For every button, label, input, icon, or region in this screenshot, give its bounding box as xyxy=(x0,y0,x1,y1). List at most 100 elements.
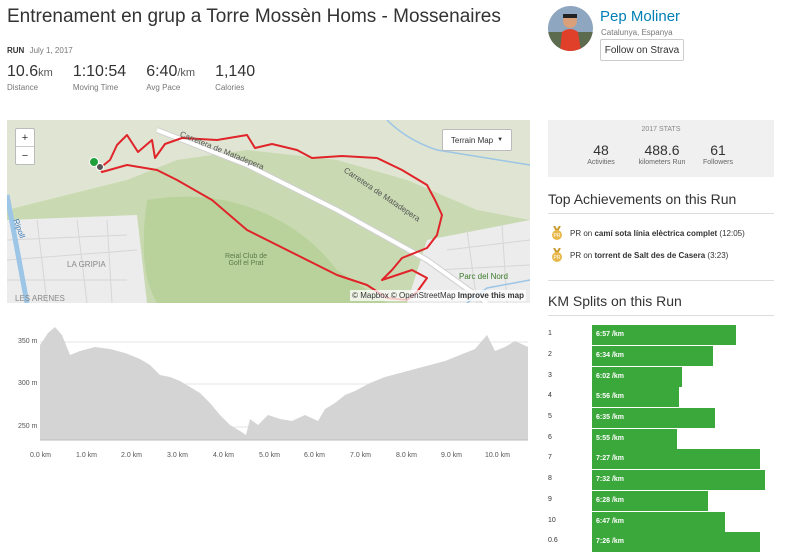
stat-avg-pace: 6:40/km Avg Pace xyxy=(146,63,195,92)
split-pace: 6:28 /km xyxy=(596,497,625,504)
x-axis-label: 9.0 km xyxy=(441,452,463,459)
pr-medal-icon: PR xyxy=(552,248,562,262)
caret-down-icon: ▼ xyxy=(497,137,504,143)
divider xyxy=(548,315,774,316)
attribution-mapbox[interactable]: © Mapbox xyxy=(352,291,389,300)
athlete-location: Catalunya, Espanya xyxy=(601,28,673,37)
activity-type: RUN xyxy=(7,46,25,55)
elevation-profile[interactable]: 350 m 300 m 250 m 0.0 km 1.0 km 2.0 km 3… xyxy=(0,315,535,465)
y-axis-label: 250 m xyxy=(18,423,38,430)
split-pace: 6:35 /km xyxy=(596,414,625,421)
split-km: 3 xyxy=(548,372,552,379)
split-bar xyxy=(592,470,765,490)
achievement-item[interactable]: PR PR on torrent de Salt des de Casera (… xyxy=(550,248,728,262)
stat-value: 6:40 xyxy=(146,63,178,80)
stat-distance: 10.6km Distance xyxy=(7,63,53,92)
y-axis-label: 300 m xyxy=(18,380,38,387)
map-golf-label: Reial Club de Golf el Prat xyxy=(224,253,268,267)
split-row: 10 6:47 /km xyxy=(548,512,778,532)
achievement-segment[interactable]: torrent de Salt des de Casera xyxy=(594,250,706,260)
stat-label: Distance xyxy=(7,83,39,92)
split-km: 1 xyxy=(548,330,552,337)
pr-medal-icon: PR xyxy=(552,226,562,240)
split-pace: 7:32 /km xyxy=(596,476,625,483)
divider xyxy=(548,213,774,214)
x-axis-label: 5.0 km xyxy=(259,452,281,459)
split-row: 6 5:55 /km xyxy=(548,429,778,449)
route-map[interactable]: Carretera de Matadepera Carretera de Mat… xyxy=(7,120,530,303)
split-bar xyxy=(592,449,760,469)
year-stat-label: Activities xyxy=(587,159,615,166)
route-start-marker xyxy=(89,157,99,167)
map-zoom-control: + − xyxy=(15,128,35,165)
stat-value: 1,140 xyxy=(215,63,256,80)
stat-value: 1:10:54 xyxy=(72,63,127,80)
split-pace: 7:27 /km xyxy=(596,455,625,462)
year-stats-title: 2017 STATS xyxy=(641,126,681,133)
svg-text:PR: PR xyxy=(554,233,561,239)
split-bar xyxy=(592,532,760,552)
split-km: 4 xyxy=(548,392,552,399)
split-bar xyxy=(592,387,679,407)
split-row: 0.6 7:26 /km xyxy=(548,532,778,552)
x-axis-label: 4.0 km xyxy=(213,452,235,459)
split-km: 10 xyxy=(548,517,556,524)
split-bar xyxy=(592,367,682,387)
year-stat-kilometers: 488.6 kilometers Run xyxy=(632,142,692,166)
x-axis-label: 1.0 km xyxy=(76,452,98,459)
x-axis-label: 3.0 km xyxy=(167,452,189,459)
split-km: 2 xyxy=(548,351,552,358)
split-km: 6 xyxy=(548,434,552,441)
zoom-in-button[interactable]: + xyxy=(21,131,29,144)
elevation-area xyxy=(40,327,528,440)
athlete-name[interactable]: Pep Moliner xyxy=(600,8,681,25)
achievement-segment[interactable]: camí sota línia elèctrica complet xyxy=(594,228,718,238)
elevation-chart xyxy=(40,327,528,441)
x-axis-label: 10.0 km xyxy=(485,452,510,459)
split-km: 7 xyxy=(548,454,552,461)
year-stat-label: Followers xyxy=(703,159,733,166)
split-km: 5 xyxy=(548,413,552,420)
follow-button[interactable]: Follow on Strava xyxy=(600,39,684,61)
stat-label: Calories xyxy=(215,83,245,92)
year-stat-value: 61 xyxy=(710,142,726,158)
split-pace: 6:02 /km xyxy=(596,373,625,380)
split-bar xyxy=(592,325,736,345)
x-axis-label: 7.0 km xyxy=(350,452,372,459)
split-bar xyxy=(592,346,713,366)
stat-unit: /km xyxy=(177,67,196,79)
achievement-prefix: PR on xyxy=(570,250,593,260)
activity-title: Entrenament en grup a Torre Mossèn Homs … xyxy=(7,6,501,27)
stat-value: 10.6 xyxy=(7,63,39,80)
zoom-out-button[interactable]: − xyxy=(16,146,34,164)
stat-label: Avg Pace xyxy=(146,83,181,92)
year-stat-followers: 61 Followers xyxy=(696,142,740,166)
map-type-dropdown[interactable]: Terrain Map ▼ xyxy=(442,129,512,151)
split-row: 4 5:56 /km xyxy=(548,387,778,407)
map-zone-label: LA GRIPIA xyxy=(67,260,106,269)
year-stat-value: 48 xyxy=(593,142,609,158)
stat-calories: 1,140 Calories xyxy=(215,63,255,92)
attribution-osm[interactable]: © OpenStreetMap xyxy=(390,291,456,300)
split-row: 3 6:02 /km xyxy=(548,367,778,387)
split-pace: 5:56 /km xyxy=(596,393,625,400)
split-row: 9 6:28 /km xyxy=(548,491,778,511)
split-km: 8 xyxy=(548,475,552,482)
map-park-label: Parc del Nord xyxy=(459,272,508,281)
achievement-time: (3:23) xyxy=(707,250,729,260)
route-line xyxy=(99,134,443,301)
split-row: 8 7:32 /km xyxy=(548,470,778,490)
split-km: 0.6 xyxy=(548,537,558,544)
split-km: 9 xyxy=(548,496,552,503)
avatar[interactable] xyxy=(548,6,593,51)
year-stat-activities: 48 Activities xyxy=(578,142,624,166)
activity-meta: RUN July 1, 2017 xyxy=(7,46,73,55)
split-bar xyxy=(592,491,708,511)
split-row: 7 7:27 /km xyxy=(548,449,778,469)
split-row: 1 6:57 /km xyxy=(548,325,778,345)
split-row: 2 6:34 /km xyxy=(548,346,778,366)
route-end-marker xyxy=(96,163,104,171)
achievement-item[interactable]: PR PR on camí sota línia elèctrica compl… xyxy=(550,226,745,240)
improve-map-link[interactable]: Improve this map xyxy=(457,291,524,300)
x-axis-label: 6.0 km xyxy=(304,452,326,459)
